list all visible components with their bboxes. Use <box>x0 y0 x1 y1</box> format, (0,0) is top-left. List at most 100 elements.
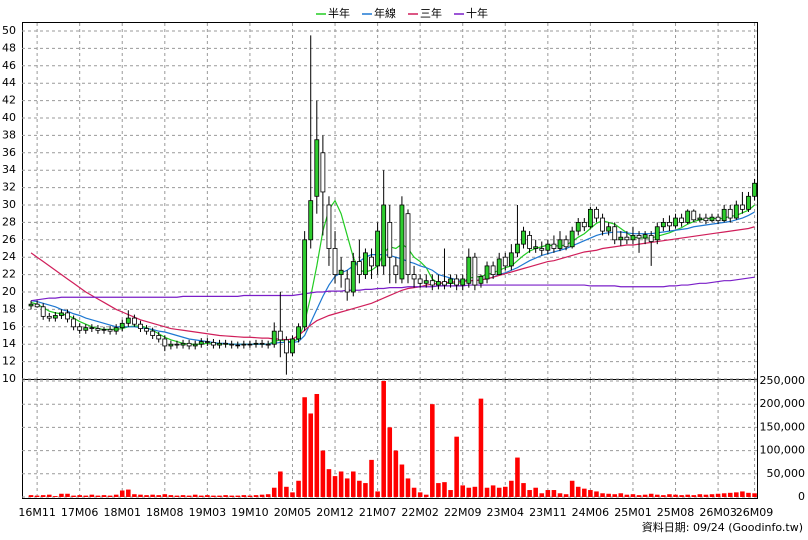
volume-bar <box>253 495 259 497</box>
y-tick-label: 34 <box>2 163 16 176</box>
volume-bar <box>308 413 313 497</box>
volume-bar <box>89 494 95 497</box>
candle-body <box>46 315 52 319</box>
volume-bar <box>685 494 690 497</box>
candle-body <box>502 256 508 267</box>
candle-body <box>612 226 618 241</box>
candle-body <box>429 280 435 286</box>
y-tick-label: 10 <box>2 372 16 385</box>
y-tick-label: 14 <box>2 337 16 350</box>
y2-tick-label: 250,000 <box>760 374 806 387</box>
candle-body <box>709 216 715 222</box>
volume-bar <box>399 464 405 497</box>
candle-body <box>569 230 575 248</box>
candle-body <box>405 213 411 275</box>
y-tick-label: 22 <box>2 268 16 281</box>
volume-bar <box>527 490 532 497</box>
volume-bar <box>734 492 739 497</box>
candle-body <box>314 139 320 197</box>
candle-body <box>721 208 727 222</box>
candle-body <box>125 317 131 324</box>
volume-bar <box>679 495 684 497</box>
candle-body <box>417 278 423 284</box>
y-tick-label: 38 <box>2 128 16 141</box>
candle-body <box>28 303 34 307</box>
ma-line <box>30 276 755 302</box>
volume-bar <box>752 493 757 497</box>
candle-body <box>381 204 387 267</box>
volume-bar <box>211 495 216 497</box>
candle-body <box>490 265 496 275</box>
volume-bar <box>667 494 672 497</box>
ma-line <box>30 226 755 341</box>
x-tick-label: 16M11 <box>18 506 56 519</box>
x-tick-label: 23M04 <box>487 506 525 519</box>
candle-body <box>150 330 156 336</box>
volume-bar <box>302 397 307 497</box>
y-tick-label: 50 <box>2 24 16 37</box>
y-tick-label: 28 <box>2 215 16 228</box>
volume-bar <box>119 490 125 497</box>
volume-bar <box>271 487 277 497</box>
candle-body <box>515 243 520 254</box>
ma-line <box>30 211 755 345</box>
candle-body <box>508 252 514 267</box>
legend-label: 十年 <box>466 6 488 20</box>
y-tick-label: 24 <box>2 250 16 263</box>
volume-bar <box>442 482 447 497</box>
volume-bar <box>28 495 34 497</box>
volume-bar <box>545 490 551 497</box>
volume-bar <box>344 478 350 497</box>
legend-label: 年線 <box>374 6 396 20</box>
candle-body <box>174 343 180 346</box>
candle-body <box>162 338 168 347</box>
candle-body <box>229 343 235 346</box>
y-tick-label: 48 <box>2 41 16 54</box>
volume-bar <box>642 494 648 497</box>
candle-body <box>435 281 441 286</box>
candle-body <box>296 326 301 340</box>
candle-body <box>739 204 745 210</box>
volume-bar <box>47 494 52 497</box>
candle-body <box>277 330 283 341</box>
candle-body <box>399 204 405 280</box>
volume-bar <box>357 480 362 497</box>
x-tick-label: 26M03 <box>699 506 737 519</box>
volume-bar <box>600 493 605 497</box>
volume-bar <box>205 495 210 497</box>
candle-body <box>667 221 672 227</box>
volume-bar <box>229 495 234 497</box>
volume-bar <box>174 495 180 497</box>
volume-bar <box>320 450 326 497</box>
candle-body <box>168 343 174 347</box>
candle-body <box>302 239 308 328</box>
volume-bar <box>247 495 253 497</box>
candle-body <box>180 342 186 346</box>
volume-bar <box>363 483 368 497</box>
volume-bar <box>34 495 40 497</box>
volume-bar <box>180 495 186 497</box>
x-tick-label: 18M01 <box>103 506 141 519</box>
volume-bar <box>703 494 709 497</box>
candle-body <box>344 278 350 293</box>
candle-body <box>241 343 247 346</box>
volume-bar <box>490 485 496 497</box>
candle-body <box>356 261 362 275</box>
candle-body <box>733 204 739 219</box>
candle-body <box>478 275 484 284</box>
y2-tick-label: 50,000 <box>767 467 806 480</box>
volume-bar <box>484 487 490 497</box>
candle-body <box>283 339 289 354</box>
candle-body <box>320 152 326 193</box>
volume-bar <box>83 495 89 497</box>
volume-bar <box>290 492 295 497</box>
candle-body <box>89 327 95 329</box>
x-tick-label: 22M09 <box>444 506 482 519</box>
candle-body <box>594 208 599 219</box>
volume-bar <box>588 490 593 497</box>
candle-body <box>363 252 368 276</box>
candle-body <box>204 341 210 343</box>
y-tick-label: 12 <box>2 355 16 368</box>
y-tick-label: 46 <box>2 59 16 72</box>
volume-bar <box>715 493 721 497</box>
